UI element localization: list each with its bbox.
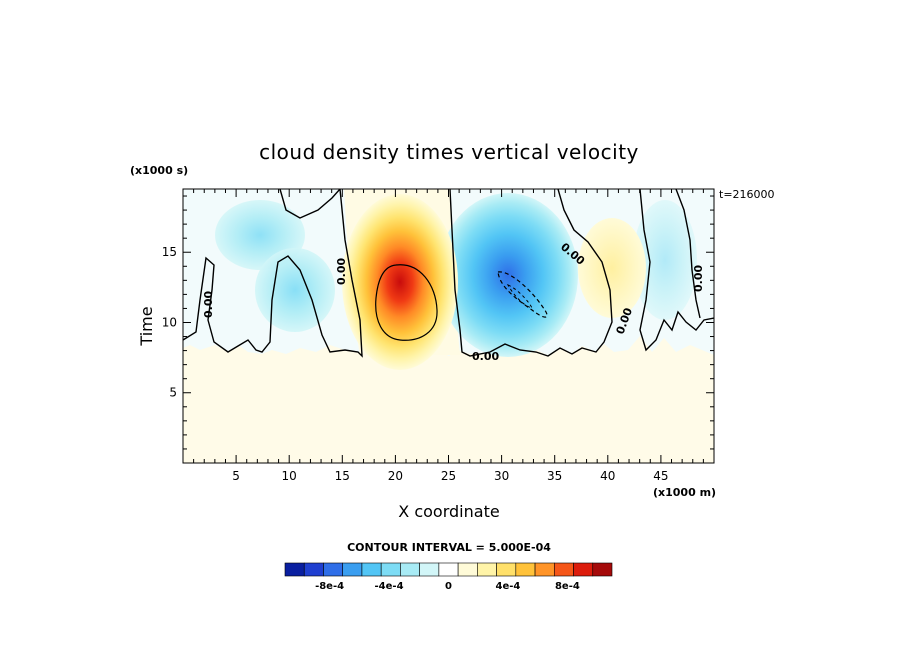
contour-label-6: 0.00 <box>202 291 215 318</box>
downdraft-cell <box>438 193 578 357</box>
zero-contour-center <box>449 189 613 357</box>
contour-interval-label: CONTOUR INTERVAL = 5.000E-04 <box>347 541 551 554</box>
zero-contour-left <box>183 189 363 358</box>
colorbar-swatch <box>534 562 555 577</box>
colorbar-swatch <box>477 562 497 577</box>
colorbar-swatch <box>342 562 363 577</box>
zero-contour-top-left <box>279 189 341 219</box>
x-tick-label: 20 <box>388 469 403 483</box>
x-axis: 5 10 15 20 25 30 35 40 45 <box>193 189 704 483</box>
x-tick-label: 10 <box>282 469 297 483</box>
colorbar-swatch <box>323 562 344 577</box>
colorbar-label: -4e-4 <box>375 581 404 592</box>
y-axis-title: Time <box>137 306 156 346</box>
y-tick-label: 15 <box>162 245 177 259</box>
contour-label-1: 0.00 <box>335 258 348 285</box>
x-tick-label: 35 <box>547 469 562 483</box>
colorbar-swatch <box>380 562 401 577</box>
colorbar-swatch <box>400 562 420 577</box>
negative-contour-inner <box>506 284 533 309</box>
x-axis-title: X coordinate <box>398 502 499 521</box>
colorbar-swatch <box>361 562 382 577</box>
contour-label-5: 0.00 <box>692 265 705 292</box>
time-note: t=216000 <box>719 188 775 201</box>
positive-contour <box>375 264 438 341</box>
colorbar-label: 8e-4 <box>555 581 580 592</box>
colorbar-swatch <box>457 562 478 577</box>
colorbar-label: 0 <box>445 581 452 592</box>
contour-label-2: 0.00 <box>472 350 499 363</box>
chart-title: cloud density times vertical velocity <box>259 140 639 164</box>
colorbar-swatch <box>284 562 305 577</box>
colorbar-swatch <box>553 562 574 577</box>
weak-negative-cell-2 <box>255 248 335 332</box>
colorbar-swatch <box>573 562 594 577</box>
colorbar: -8e-4 -4e-4 0 4e-4 8e-4 <box>284 562 613 592</box>
updraft-cell <box>342 194 458 370</box>
colorbar-swatch <box>515 562 536 577</box>
colorbar-swatch <box>496 562 517 577</box>
x-axis-units: (x1000 m) <box>653 486 716 499</box>
y-tick-label: 5 <box>169 386 177 400</box>
colorbar-swatch <box>592 562 613 577</box>
x-tick-label: 5 <box>232 469 240 483</box>
negative-contour <box>497 271 548 318</box>
plot-field <box>183 189 714 463</box>
y-axis: 5 10 15 <box>162 195 714 450</box>
x-tick-label: 30 <box>494 469 509 483</box>
weak-negative-cell-3 <box>633 200 697 320</box>
x-tick-label: 15 <box>335 469 350 483</box>
colorbar-label: 4e-4 <box>496 581 521 592</box>
colorbar-label: -8e-4 <box>315 581 344 592</box>
weak-positive-cell <box>578 218 646 318</box>
colorbar-swatch <box>419 562 440 577</box>
x-tick-label: 40 <box>600 469 615 483</box>
y-axis-units: (x1000 s) <box>130 164 188 177</box>
colorbar-swatch <box>438 562 459 577</box>
y-tick-label: 10 <box>162 315 177 329</box>
colorbar-swatch <box>303 562 324 577</box>
zero-contour-right <box>639 189 714 352</box>
x-tick-label: 45 <box>653 469 668 483</box>
zero-contour-far-right <box>675 189 701 319</box>
x-tick-label: 25 <box>441 469 456 483</box>
